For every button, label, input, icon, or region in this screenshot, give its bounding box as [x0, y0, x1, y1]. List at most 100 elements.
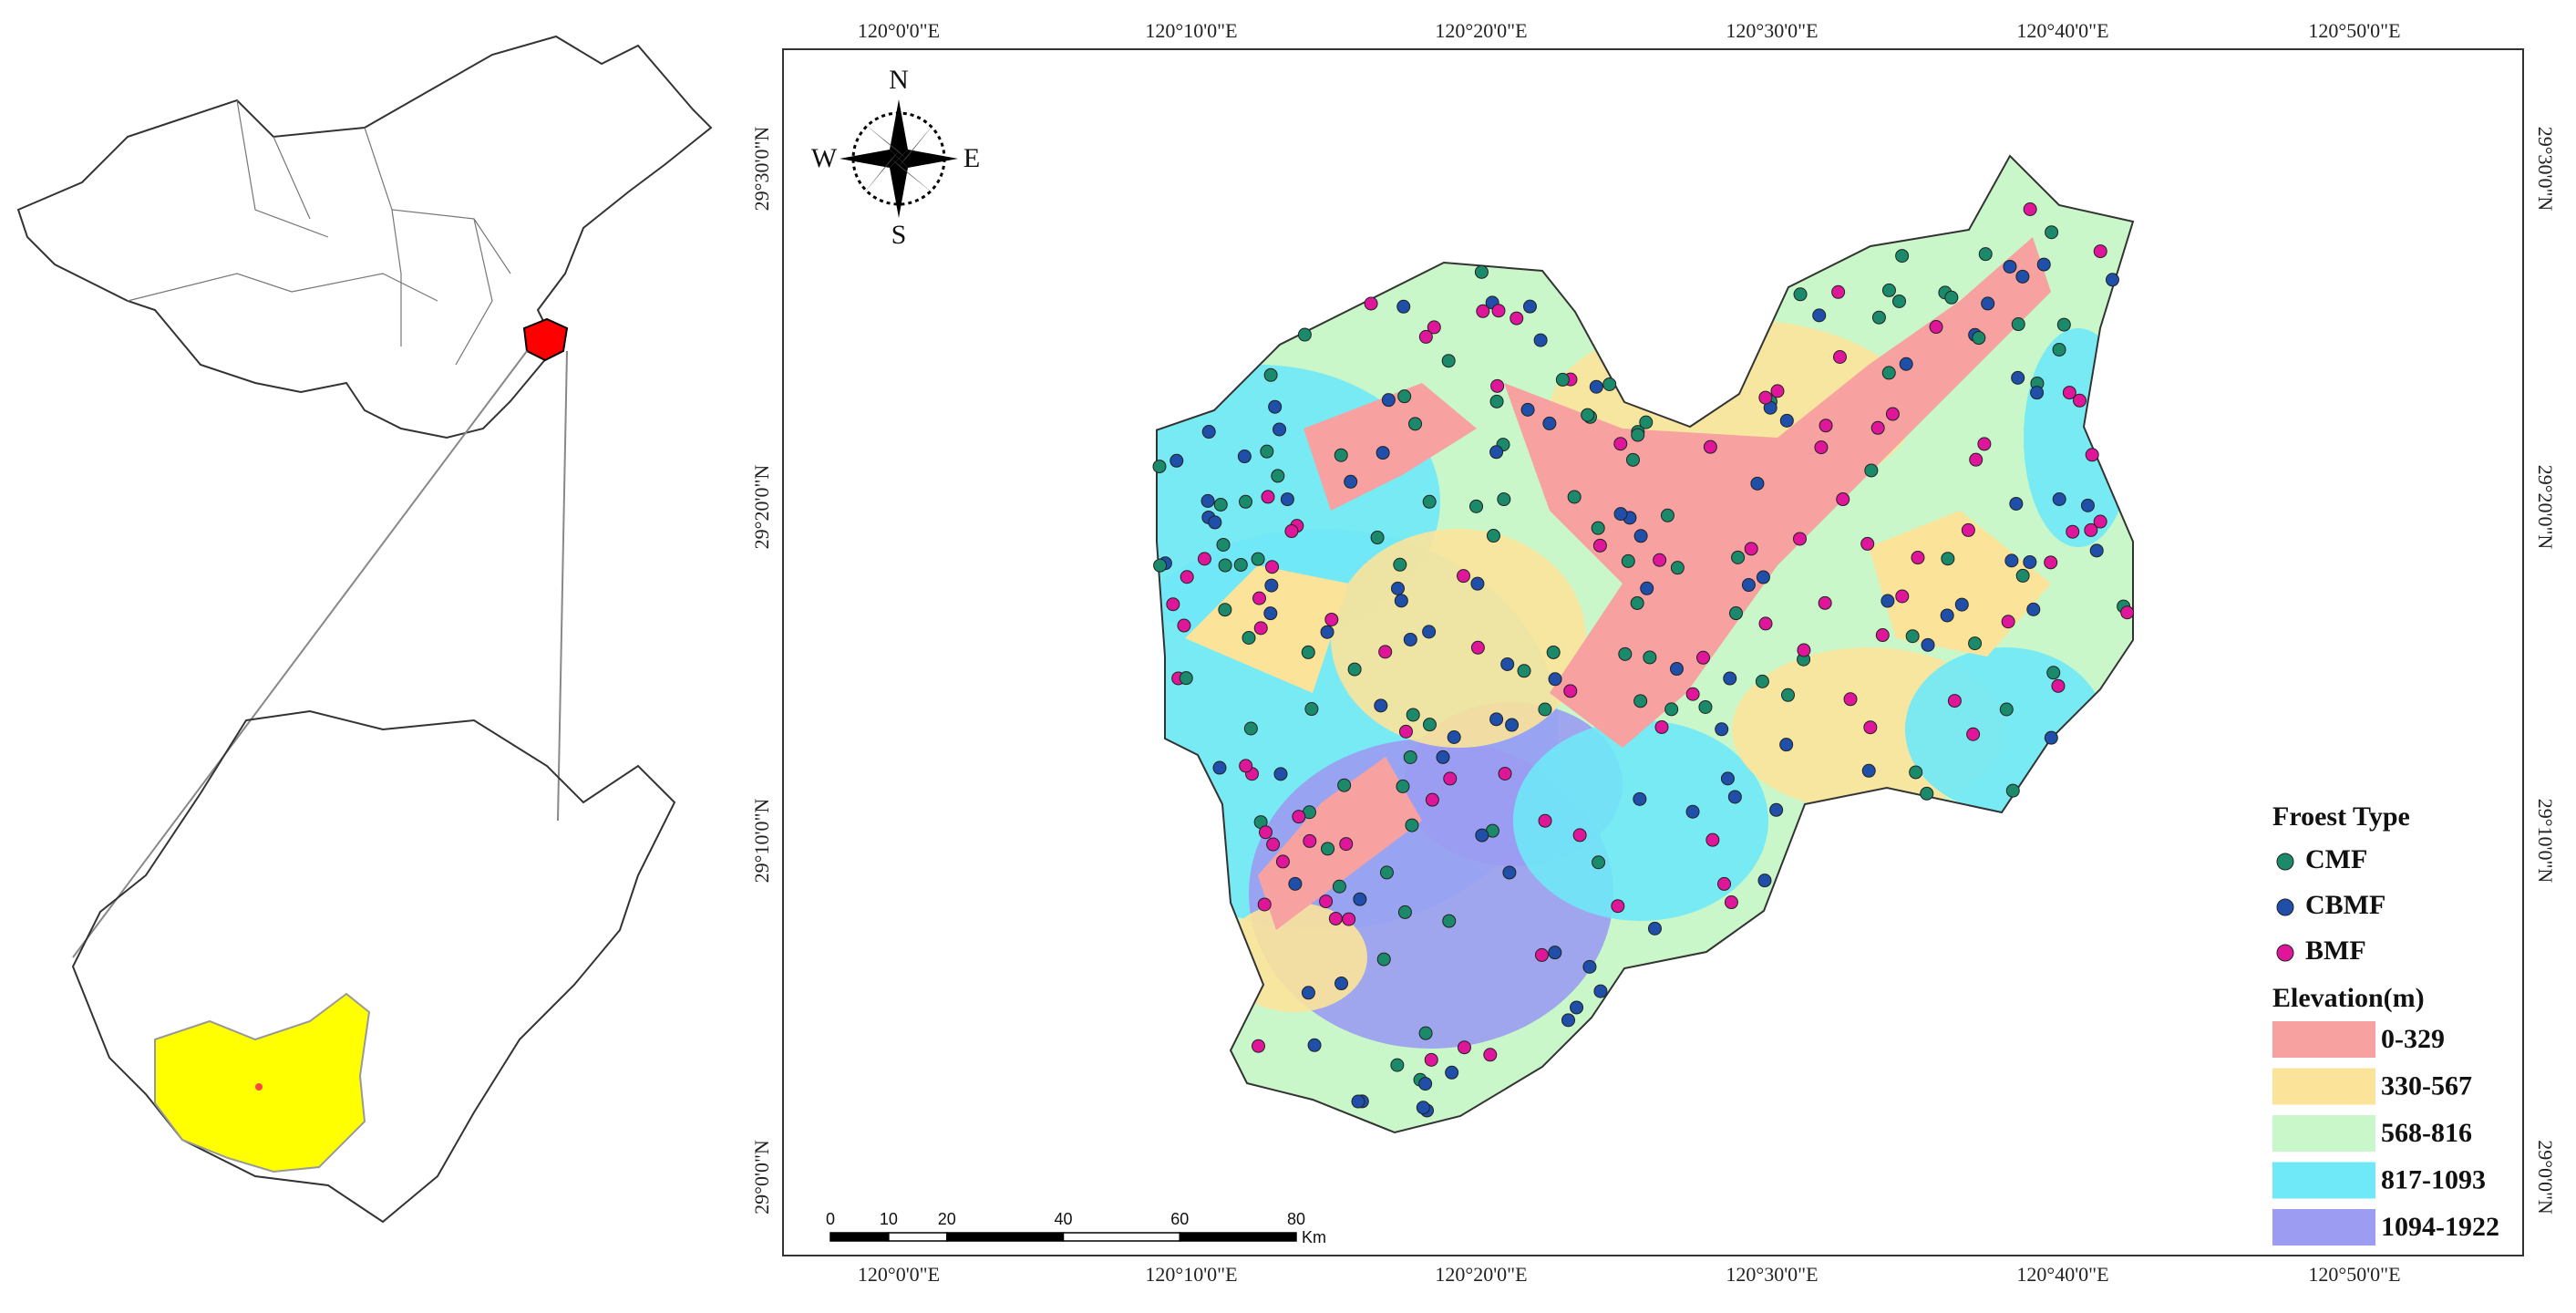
sample-point: [2080, 498, 2095, 512]
sample-point: [1170, 453, 1184, 468]
sample-point: [2062, 386, 2076, 400]
sample-point: [1469, 499, 1484, 513]
sample-point: [1271, 469, 1285, 483]
sample-point: [1538, 702, 1552, 717]
sample-point: [2052, 491, 2066, 506]
sample-point: [1581, 408, 1595, 422]
lat-label-right: 29°10'0"N: [2534, 799, 2557, 884]
sample-point: [1640, 581, 1654, 595]
legend-swatch: [2272, 1162, 2375, 1199]
sample-point: [1242, 631, 1256, 646]
sample-point: [1664, 702, 1679, 717]
sample-point: [1633, 694, 1648, 708]
sample-point: [1591, 521, 1605, 535]
sample-point: [1929, 320, 1943, 335]
scale-segment: [946, 1232, 1065, 1242]
sample-point: [1832, 350, 1847, 365]
sample-point: [1422, 494, 1437, 509]
sample-point: [1870, 420, 1885, 435]
sample-point: [1239, 759, 1253, 773]
sample-point: [1425, 792, 1439, 807]
sample-point: [1263, 367, 1278, 382]
sample-point: [1353, 892, 1367, 906]
sample-point: [1394, 594, 1408, 608]
sample-point: [2026, 602, 2041, 616]
sample-point: [1572, 828, 1587, 843]
scale-tick-label: 20: [938, 1210, 956, 1228]
sample-point: [1863, 720, 1878, 735]
sample-point: [1589, 379, 1603, 394]
sample-point: [1978, 247, 1993, 262]
sample-point: [1264, 578, 1279, 593]
legend-label: 1094-1922: [2381, 1212, 2499, 1242]
sample-point: [2023, 554, 2037, 569]
sample-point: [1424, 1052, 1438, 1067]
sample-point: [1875, 628, 1890, 643]
sample-point: [1653, 553, 1667, 567]
location-dot: [255, 1083, 263, 1091]
sample-point: [1567, 490, 1582, 504]
sample-point: [1727, 790, 1742, 804]
sample-point: [1969, 452, 1984, 467]
sample-point: [1750, 476, 1765, 491]
sample-point: [1457, 1040, 1471, 1055]
sample-point: [1436, 750, 1450, 764]
sample-point: [1954, 597, 1969, 612]
sample-point: [1334, 977, 1349, 991]
sample-point: [1418, 1077, 1433, 1091]
legend-label: 568-816: [2381, 1118, 2472, 1148]
scale-unit: Km: [1302, 1228, 1326, 1246]
sample-point: [1843, 692, 1858, 707]
sample-point: [2093, 244, 2107, 259]
sample-point: [1406, 708, 1420, 722]
sample-point: [1548, 946, 1562, 960]
sample-point: [1779, 413, 1794, 428]
sample-point: [2089, 543, 2104, 558]
sample-point: [1197, 552, 1211, 566]
sample-point: [1715, 722, 1729, 737]
sample-point: [2046, 666, 2061, 680]
sample-point: [1251, 552, 1265, 566]
sample-point: [1570, 1000, 1584, 1015]
sample-point: [1257, 897, 1272, 912]
sample-point: [1490, 378, 1505, 393]
sample-point: [1398, 724, 1413, 739]
sample-point: [1405, 818, 1419, 832]
lon-label-bottom: 120°20'0"E: [1435, 1263, 1527, 1286]
sample-point: [1630, 595, 1644, 610]
elev-valley: [1258, 383, 1477, 930]
sample-points: [1152, 202, 2135, 1118]
sample-point: [1756, 570, 1770, 584]
lon-label-top: 120°0'0"E: [858, 19, 940, 42]
sample-point: [1520, 402, 1535, 417]
sample-point: [1731, 550, 1746, 564]
sample-point: [1561, 1013, 1575, 1028]
sample-point: [2072, 393, 2087, 408]
sample-point: [1633, 529, 1648, 543]
sample-point: [1216, 537, 1231, 552]
sample-point: [2011, 370, 2025, 385]
sample-point: [1307, 1038, 1322, 1052]
sample-point: [1885, 407, 1900, 421]
sample-point: [1332, 879, 1346, 894]
sample-point: [1378, 645, 1393, 659]
sample-point: [1705, 832, 1720, 847]
sample-point: [2003, 259, 2017, 274]
sample-point: [1972, 331, 1986, 346]
sample-point: [1797, 643, 1811, 657]
sample-point: [1324, 612, 1339, 626]
sample-point: [2023, 202, 2037, 216]
sample-point: [2052, 342, 2066, 357]
sample-point: [1724, 895, 1738, 910]
sample-point: [1347, 662, 1362, 677]
scale-segment: [1179, 1232, 1297, 1242]
sample-point: [2009, 496, 2024, 511]
sample-point: [1999, 702, 2014, 717]
compass-n: N: [889, 65, 909, 95]
sample-point: [1416, 1101, 1430, 1115]
legend-swatch: [2272, 1209, 2375, 1246]
zhejiang-small: [522, 317, 569, 362]
legend-label: 817-1093: [2381, 1164, 2486, 1194]
sample-point: [1593, 984, 1608, 998]
sample-point: [1218, 558, 1232, 573]
